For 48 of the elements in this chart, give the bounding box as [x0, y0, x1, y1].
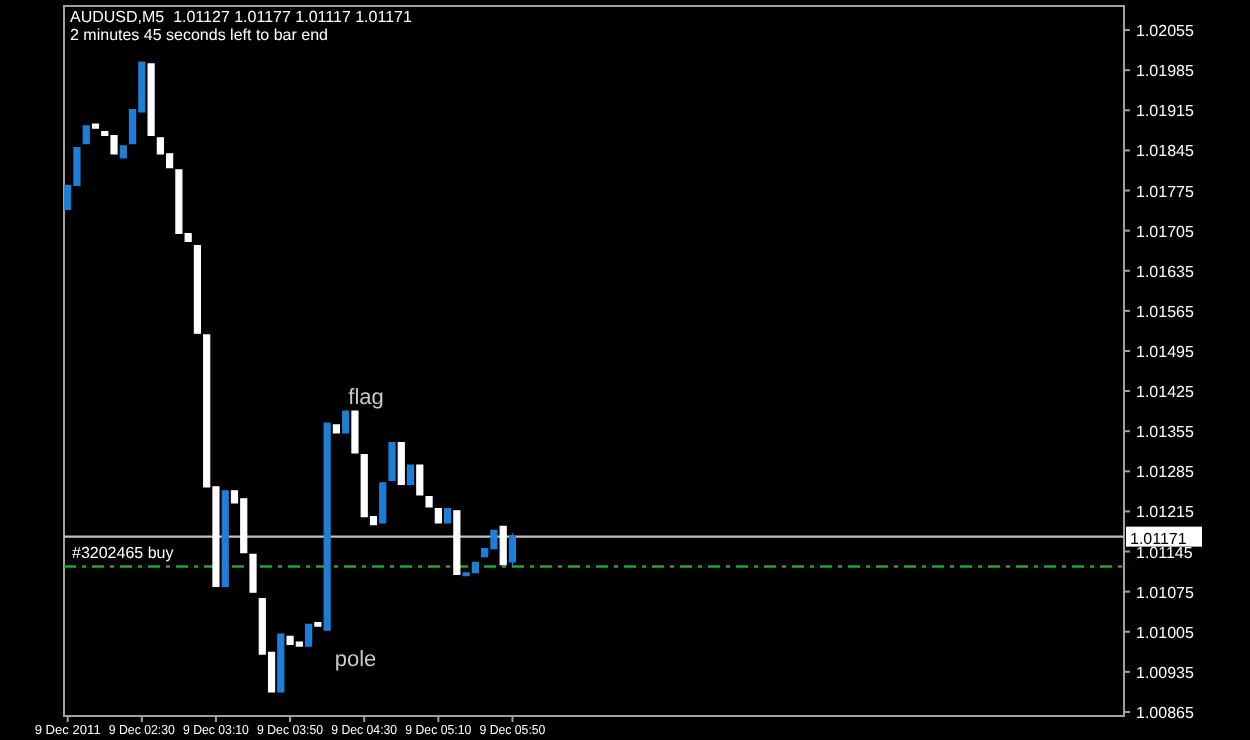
- candlestick: [332, 424, 341, 434]
- candlestick: [379, 482, 387, 524]
- y-tick-label: 1.01355: [1136, 423, 1195, 442]
- candlestick: [91, 123, 100, 129]
- candlestick: [406, 464, 415, 486]
- annotation: flag: [348, 385, 384, 410]
- candlestick: [425, 495, 433, 508]
- candlestick: [314, 621, 322, 627]
- y-tick-label: 1.01775: [1136, 182, 1195, 201]
- annotation: pole: [334, 648, 377, 673]
- y-tick-label: 1.02055: [1136, 22, 1195, 41]
- candlestick: [82, 125, 90, 145]
- candlestick: [453, 510, 461, 576]
- y-tick-label: 1.01705: [1136, 222, 1195, 241]
- ref-line-label: #3202465 buy: [72, 544, 174, 563]
- ref-line-label: 1.01171: [1130, 529, 1188, 548]
- y-tick-label: 1.01285: [1136, 463, 1195, 482]
- text: 2 minutes 45 seconds left to bar end: [70, 26, 328, 44]
- chart-title: AUDUSD,M5 1.01127 1.01177 1.01117 1.01171: [70, 8, 413, 26]
- y-tick-label: 1.01005: [1136, 623, 1195, 642]
- y-tick-label: 1.01215: [1136, 503, 1195, 522]
- candlestick: [193, 244, 202, 334]
- y-tick-label: 1.01425: [1136, 383, 1195, 402]
- candlestick: [416, 464, 424, 496]
- candlestick: [388, 442, 396, 482]
- candlestick: [305, 623, 313, 647]
- y-tick-label: 1.01985: [1136, 62, 1195, 81]
- y-tick-label: 1.01495: [1136, 342, 1195, 361]
- y-tick-label: 1.01635: [1136, 262, 1195, 281]
- y-tick-label: 1.01145: [1136, 543, 1194, 562]
- y-tick-label: 1.01565: [1136, 302, 1195, 321]
- candlestick: [397, 442, 405, 486]
- candlestick: [221, 490, 229, 588]
- candlestick: [508, 532, 517, 569]
- y-tick-label: 1.00865: [1136, 703, 1195, 722]
- candlestick: [119, 145, 127, 159]
- y-tick-label: 1.01075: [1136, 583, 1195, 602]
- y-tick-label: 1.00935: [1136, 663, 1195, 682]
- y-tick-label: 1.01915: [1136, 102, 1195, 121]
- candlestick: [147, 63, 155, 137]
- candlestick: [342, 410, 350, 434]
- candlestick: [444, 507, 452, 524]
- y-tick-label: 1.01845: [1136, 142, 1195, 161]
- candlestick: [323, 422, 331, 631]
- candlestick: [351, 410, 359, 454]
- candlestick: [249, 553, 257, 593]
- candlestick: [277, 633, 285, 693]
- candlestick: [434, 507, 442, 524]
